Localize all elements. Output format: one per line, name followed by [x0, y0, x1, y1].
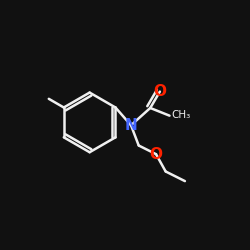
Text: N: N	[125, 118, 138, 133]
Text: CH₃: CH₃	[172, 110, 191, 120]
Text: O: O	[154, 84, 166, 99]
Text: O: O	[150, 147, 162, 162]
